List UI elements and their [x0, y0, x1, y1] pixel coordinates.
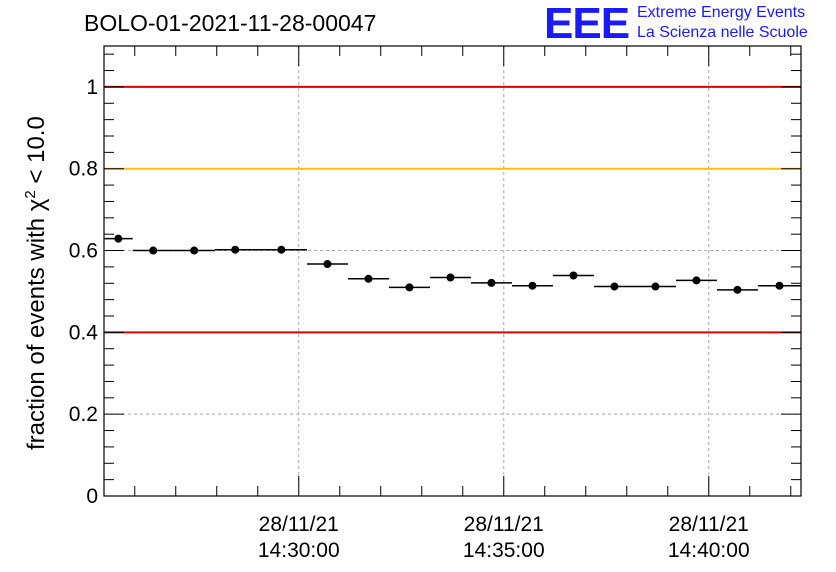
data-marker — [651, 282, 660, 291]
y-tick-label: 0 — [86, 485, 98, 508]
data-marker — [487, 278, 496, 287]
data-point — [634, 282, 676, 291]
data-point — [132, 246, 174, 255]
x-tick-time: 14:30:00 — [258, 539, 340, 562]
x-tick-label: 28/11/21 14:40:00 — [668, 513, 750, 562]
x-tick-date: 28/11/21 — [464, 513, 544, 536]
data-point — [552, 271, 594, 280]
data-marker — [692, 276, 701, 285]
x-tick-date: 28/11/21 — [259, 513, 339, 536]
y-tick-label: 0.4 — [69, 321, 99, 344]
data-point — [757, 281, 801, 290]
logo-line-2: La Scienza nelle Scuole — [637, 24, 808, 41]
data-marker — [733, 285, 742, 294]
logo-text: Extreme Energy Events La Scienza nelle S… — [637, 3, 808, 43]
data-point — [104, 234, 133, 243]
data-point — [306, 260, 348, 269]
data-point — [675, 276, 717, 285]
data-marker — [775, 281, 784, 290]
data-point — [347, 274, 389, 283]
chart-title: BOLO-01-2021-11-28-00047 — [84, 10, 377, 36]
data-marker — [231, 245, 240, 254]
data-point — [388, 283, 430, 292]
data-marker — [610, 282, 619, 291]
data-marker — [323, 260, 332, 269]
x-tick-time: 14:35:00 — [463, 539, 545, 562]
data-marker — [190, 246, 199, 255]
x-tick-label: 28/11/21 14:30:00 — [258, 513, 340, 562]
x-tick-date: 28/11/21 — [669, 513, 749, 536]
data-point — [214, 245, 256, 254]
y-tick-label: 0.6 — [69, 240, 98, 263]
data-marker — [446, 273, 455, 282]
plot-frame — [103, 45, 802, 497]
data-point — [716, 285, 758, 294]
y-tick-label: 0.8 — [69, 158, 98, 181]
data-point — [470, 278, 512, 287]
data-marker — [364, 274, 373, 283]
data-point — [593, 282, 635, 291]
data-point — [511, 281, 553, 290]
y-tick-label: 1 — [86, 76, 98, 99]
x-tick-label: 28/11/21 14:35:00 — [463, 513, 545, 562]
eee-logo: EEE — [544, 0, 630, 48]
data-marker — [528, 281, 537, 290]
data-point — [173, 246, 215, 255]
data-point — [255, 245, 307, 254]
logo-line-1: Extreme Energy Events — [637, 4, 806, 21]
data-marker — [405, 283, 414, 292]
data-point — [429, 273, 471, 282]
data-marker — [569, 271, 578, 280]
data-marker — [149, 246, 158, 255]
y-tick-label: 0.2 — [69, 403, 98, 426]
x-tick-time: 14:40:00 — [668, 539, 750, 562]
data-marker — [114, 234, 123, 243]
data-marker — [277, 245, 286, 254]
